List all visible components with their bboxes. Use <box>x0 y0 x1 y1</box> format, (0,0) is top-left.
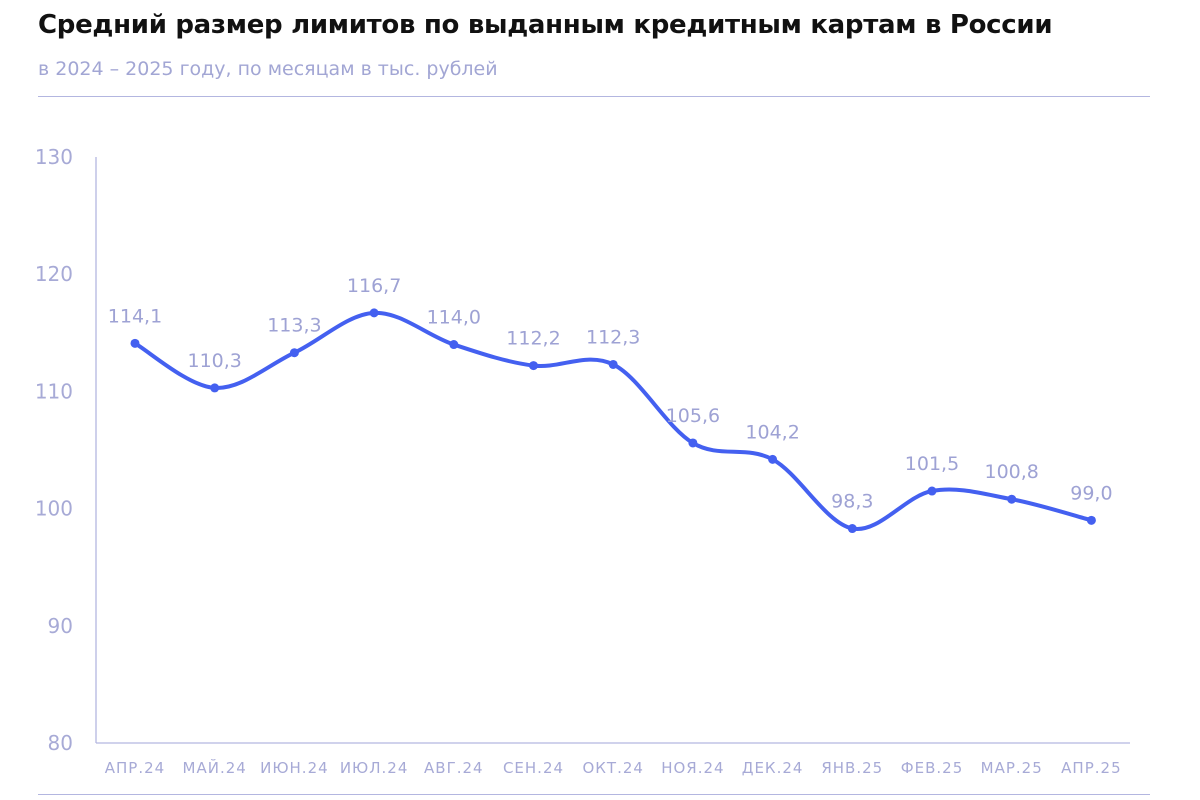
y-tick-label: 120 <box>35 262 73 286</box>
data-point <box>1086 515 1096 525</box>
data-label: 112,3 <box>586 326 640 348</box>
chart-subtitle: в 2024 – 2025 году, по месяцам в тыс. ру… <box>38 58 498 80</box>
data-point <box>927 486 937 496</box>
data-point <box>529 361 538 371</box>
y-axis: 80 90 100 110 120 130 <box>35 145 97 755</box>
data-label: 116,7 <box>347 275 401 297</box>
data-point <box>449 340 459 350</box>
data-point <box>369 308 379 318</box>
x-tick-label: ИЮЛ.24 <box>340 759 409 777</box>
top-divider <box>38 96 1150 97</box>
data-point <box>210 383 220 393</box>
x-axis: АПР.24 МАЙ.24 ИЮН.24 ИЮЛ.24 АВГ.24 СЕН.24 ОКТ.… <box>96 742 1130 777</box>
x-tick-label: АПР.24 <box>105 759 165 777</box>
x-tick-label: ОКТ.24 <box>582 759 643 777</box>
x-tick-label: НОЯ.24 <box>661 759 724 777</box>
data-points <box>130 308 1096 534</box>
data-label: 114,1 <box>108 305 162 327</box>
data-label: 105,6 <box>666 405 720 427</box>
data-label: 112,2 <box>506 328 560 350</box>
y-tick-label: 100 <box>35 497 73 521</box>
y-tick-label: 90 <box>48 614 73 638</box>
chart-title: Средний размер лимитов по выданным креди… <box>38 10 1053 40</box>
data-label: 100,8 <box>984 461 1038 483</box>
x-tick-label: ФЕВ.25 <box>901 759 964 777</box>
data-point <box>289 348 299 358</box>
x-tick-label: МАР.25 <box>981 759 1043 777</box>
data-label: 104,2 <box>745 421 799 443</box>
data-point <box>768 454 778 464</box>
data-label: 98,3 <box>831 491 873 513</box>
x-tick-label: ДЕК.24 <box>742 759 804 777</box>
x-tick-label: ИЮН.24 <box>260 759 329 777</box>
data-label: 114,0 <box>427 307 481 329</box>
x-tick-label: АВГ.24 <box>424 759 484 777</box>
data-labels: 114,1 110,3 113,3 116,7 114,0 112,2 112,3 105,6… <box>108 275 1113 513</box>
data-label: 99,0 <box>1070 482 1112 504</box>
data-point <box>608 359 618 369</box>
x-tick-label: СЕН.24 <box>503 759 564 777</box>
x-tick-label: МАЙ.24 <box>183 758 247 777</box>
y-tick-label: 80 <box>48 731 73 755</box>
data-label: 110,3 <box>187 350 241 372</box>
y-tick-label: 130 <box>35 145 73 169</box>
x-tick-label: ЯНВ.25 <box>821 759 883 777</box>
data-label: 101,5 <box>905 453 959 475</box>
bottom-divider <box>38 794 1150 795</box>
data-label: 113,3 <box>267 315 321 337</box>
y-tick-label: 110 <box>35 379 73 403</box>
x-tick-label: АПР.25 <box>1061 759 1121 777</box>
data-point <box>688 438 698 448</box>
data-point <box>1007 494 1017 504</box>
data-point <box>130 338 140 348</box>
data-point <box>847 524 857 534</box>
